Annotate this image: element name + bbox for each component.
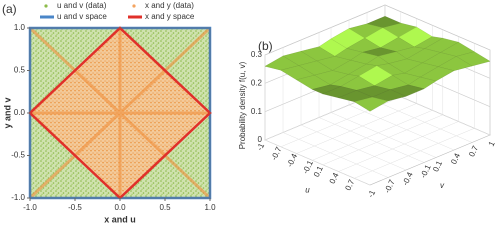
z-tick-label: 0.2 bbox=[251, 78, 263, 87]
figure: (a) -1.0 -0.5 0.0 0.5 1.0 -1.0 -0.5 0.0 0.5 1.0 x a… bbox=[2, 1, 497, 224]
panel-label: (a) bbox=[2, 2, 17, 16]
x-tick-label: -0.4 bbox=[285, 152, 299, 169]
y-tick-label: -0.7 bbox=[383, 178, 397, 195]
grid-line bbox=[264, 55, 371, 186]
x-tick-label: 0.1 bbox=[312, 164, 325, 178]
z-tick-label: 0 bbox=[258, 135, 263, 144]
page: {"chart_data": [ {"type": "scatter", "pa… bbox=[2, 1, 497, 225]
panel-a: (a) -1.0 -0.5 0.0 0.5 1.0 -1.0 -0.5 0.0 0.5 1.0 x a… bbox=[2, 1, 216, 224]
y-axis-label: v bbox=[440, 181, 445, 190]
x-tick-label: -0.5 bbox=[68, 203, 82, 212]
legend-label: u and v (data) bbox=[57, 1, 107, 10]
legend-swatch bbox=[44, 4, 48, 8]
y-tick-label: -1.0 bbox=[11, 193, 25, 202]
x-axis-label: u bbox=[305, 186, 310, 195]
x-tick-label: 0.0 bbox=[114, 203, 126, 212]
y-axis-label: y and v bbox=[2, 97, 12, 128]
grid-line bbox=[282, 47, 389, 178]
legend-label: x and y (data) bbox=[145, 1, 194, 10]
surface-patch bbox=[353, 96, 389, 112]
y-tick-label: 1.0 bbox=[14, 23, 26, 32]
legend-swatch bbox=[132, 4, 136, 8]
y-tick-label: 0.1 bbox=[431, 159, 444, 173]
x-tick-label: -0.7 bbox=[269, 145, 283, 162]
z-axis-label: Probability density f(u, v) bbox=[238, 61, 247, 149]
y-tick-label: -0.1 bbox=[419, 163, 433, 180]
y-tick-label: -0.5 bbox=[11, 151, 25, 160]
panel-label: (b) bbox=[258, 39, 273, 53]
x-tick-label: 0.4 bbox=[328, 171, 341, 185]
y-tick-label: 0.4 bbox=[449, 151, 462, 165]
x-tick-label: 0.5 bbox=[159, 203, 171, 212]
x-tick-label: 1.0 bbox=[204, 203, 216, 212]
z-tick-label: 0.1 bbox=[251, 107, 263, 116]
legend-label: u and v space bbox=[57, 12, 107, 21]
point-cloud bbox=[28, 26, 212, 200]
x-tick-label: -1 bbox=[255, 141, 266, 152]
z-tick-label: 0.3 bbox=[251, 50, 263, 59]
y-tick-label: -0.4 bbox=[401, 170, 415, 187]
y-tick-label: 1 bbox=[487, 139, 497, 147]
panel-b: (b)00.10.20.3-1 -0.7 -0.4 -0.10.1 0.4 0.7-1 -0… bbox=[238, 4, 497, 199]
x-tick-label: 0.7 bbox=[343, 178, 356, 192]
y-tick-label: 0.5 bbox=[14, 66, 26, 75]
y-tick-label: 0.0 bbox=[14, 108, 26, 117]
legend-label: x and y space bbox=[145, 12, 195, 21]
x-tick-label: -1.0 bbox=[23, 203, 37, 212]
y-tick-label: 0.7 bbox=[467, 144, 480, 158]
y-tick-label: -1 bbox=[366, 188, 377, 199]
x-axis-label: x and u bbox=[104, 214, 136, 224]
